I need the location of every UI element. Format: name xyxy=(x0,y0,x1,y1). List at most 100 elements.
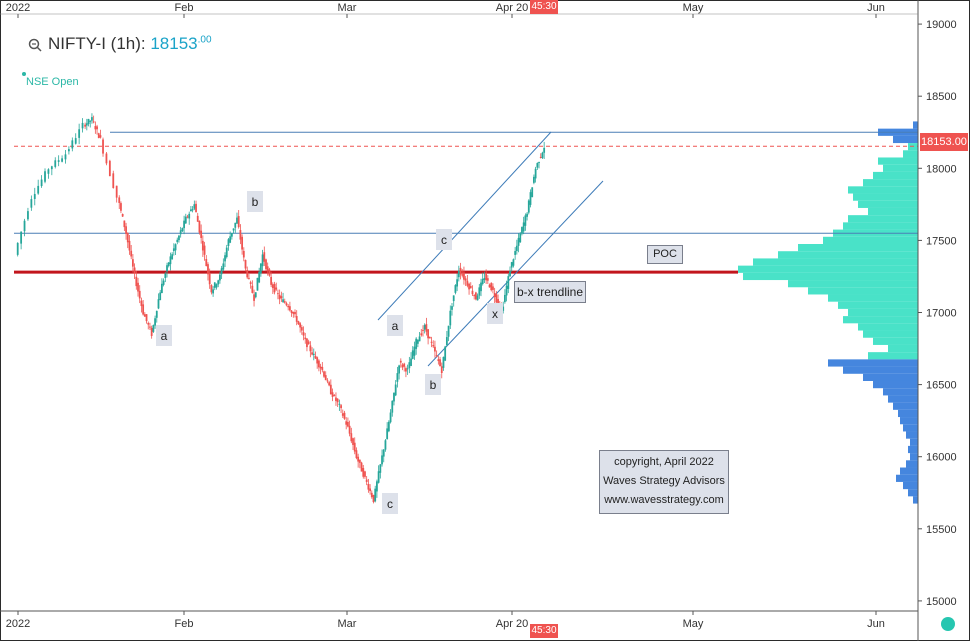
volume-profile-bar xyxy=(853,193,918,201)
candle-body xyxy=(222,263,225,270)
candle-body xyxy=(507,276,510,289)
candle-body xyxy=(316,357,319,364)
candle-body xyxy=(420,333,423,336)
candle-body xyxy=(161,283,163,294)
candle-body xyxy=(410,358,412,366)
candle-body xyxy=(401,364,404,368)
wave-label-box xyxy=(436,229,452,250)
candle-body xyxy=(219,274,221,281)
wave-label-box xyxy=(425,374,441,395)
candle-body xyxy=(474,292,477,300)
x-tick-label-bottom: May xyxy=(683,618,704,630)
candle-body xyxy=(68,149,70,152)
candle-body xyxy=(179,230,182,235)
y-tick-label: 16000 xyxy=(926,452,957,464)
x-tick-label-bottom: Mar xyxy=(338,618,357,630)
candle-body xyxy=(406,368,409,370)
candle-body xyxy=(534,168,537,179)
candle-body xyxy=(178,235,180,241)
session-dot-icon xyxy=(22,72,26,76)
x-tick-label-top: Apr 20 xyxy=(496,2,528,14)
volume-profile-bar xyxy=(858,323,918,331)
candle-body xyxy=(224,255,226,262)
candle-body xyxy=(370,492,373,498)
candle-body xyxy=(290,310,293,314)
candle-body xyxy=(78,129,81,138)
candle-body xyxy=(369,488,371,492)
volume-profile-bar xyxy=(868,352,918,360)
volume-profile-bar xyxy=(908,489,918,497)
candle-body xyxy=(314,355,317,359)
candle-body xyxy=(230,232,233,237)
volume-profile-bar xyxy=(908,445,918,454)
candle-body xyxy=(522,222,525,232)
candle-body xyxy=(87,118,90,125)
x-tick-label-top: Feb xyxy=(175,2,194,14)
channel-lower-line xyxy=(427,180,604,367)
x-tick-label-bottom: Apr 20 xyxy=(496,618,528,630)
candle-body xyxy=(150,327,153,336)
candle-body xyxy=(283,301,286,303)
candle-body xyxy=(526,213,528,217)
candle-body xyxy=(329,384,332,395)
candle-body xyxy=(505,285,508,296)
candle-body xyxy=(71,140,74,149)
candle-body xyxy=(524,215,527,226)
candle-body xyxy=(282,299,284,303)
candle-body xyxy=(105,153,108,164)
candle-body xyxy=(536,163,539,168)
candle-body xyxy=(333,395,336,397)
candle-body xyxy=(227,239,230,246)
candle-body xyxy=(203,245,206,255)
candle-body xyxy=(131,259,134,267)
candle-body xyxy=(408,362,411,369)
candle-body xyxy=(384,440,387,450)
candle-body xyxy=(140,300,143,307)
symbol-label: NIFTY-I (1h): xyxy=(48,34,146,53)
candle-body xyxy=(317,360,320,368)
candle-body xyxy=(319,366,322,369)
candle-body xyxy=(273,283,276,293)
bx-trendline-label: b-x trendline xyxy=(514,281,586,303)
candle-body xyxy=(343,412,346,419)
volume-profile-bar xyxy=(906,431,918,439)
candle-body xyxy=(452,295,455,302)
volume-profile-bar xyxy=(828,359,918,367)
candle-body xyxy=(229,236,232,243)
candle-body xyxy=(171,254,174,259)
candle-body xyxy=(275,287,278,290)
candle-body xyxy=(439,359,441,367)
candle-body xyxy=(355,450,358,459)
candle-body xyxy=(364,471,366,477)
candle-body xyxy=(353,442,356,452)
zoom-icon[interactable] xyxy=(28,38,42,52)
candle-body xyxy=(372,494,375,503)
candle-body xyxy=(183,220,185,229)
session-label: NSE Open xyxy=(26,76,79,88)
candle-body xyxy=(81,122,84,129)
candle-body xyxy=(529,192,532,205)
candle-body xyxy=(126,233,129,243)
candle-body xyxy=(362,467,365,477)
volume-profile-bar xyxy=(848,186,918,194)
candle-body xyxy=(123,220,126,228)
candle-body xyxy=(195,203,197,213)
candle-body xyxy=(399,360,402,363)
settings-icon[interactable] xyxy=(941,617,955,631)
candle-body xyxy=(193,204,196,209)
candle-body xyxy=(207,264,209,275)
candle-body xyxy=(261,254,264,267)
candle-body xyxy=(517,237,520,246)
copyright-line-2: Waves Strategy Advisors xyxy=(603,475,725,487)
candle-body xyxy=(345,421,348,425)
candle-body xyxy=(225,247,228,258)
candle-body xyxy=(478,287,481,296)
volume-profile-bar xyxy=(903,481,918,490)
candle-body xyxy=(244,260,247,269)
wave-labels: a b c a b c x xyxy=(156,191,503,514)
y-tick-label: 15000 xyxy=(926,596,957,608)
candle-body xyxy=(138,290,141,299)
candle-body xyxy=(300,327,303,331)
volume-profile-bar xyxy=(883,388,918,396)
